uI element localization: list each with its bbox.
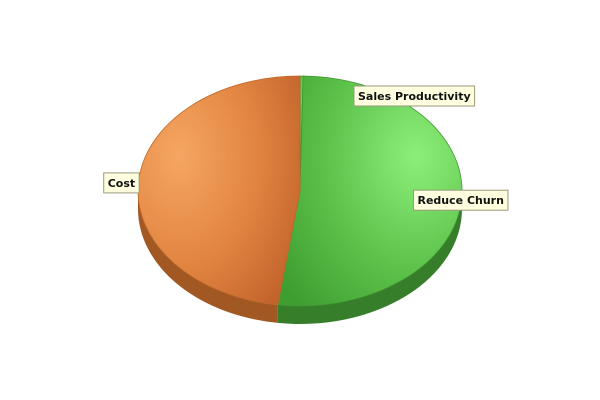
slice-label-text-1: Reduce Churn <box>418 194 504 207</box>
slice-label-text-0: Sales Productivity <box>358 90 471 103</box>
slice-label-box-1 <box>413 189 509 211</box>
slice-label-box-2 <box>103 172 140 194</box>
pie-labels: Sales Productivity Reduce Churn Cost <box>103 85 509 211</box>
pie-sides <box>138 191 463 325</box>
slice-label-box-0 <box>353 85 476 107</box>
slice-label-2: Cost <box>103 172 140 194</box>
slice-label-text-2: Cost <box>108 177 135 190</box>
slice-label-0: Sales Productivity <box>353 85 476 107</box>
slice-label-1: Reduce Churn <box>413 189 509 211</box>
pie-tops <box>137 75 463 307</box>
pie-slice-2 <box>137 75 301 306</box>
pie-side-2 <box>138 191 278 323</box>
pie-side-1 <box>277 191 463 325</box>
